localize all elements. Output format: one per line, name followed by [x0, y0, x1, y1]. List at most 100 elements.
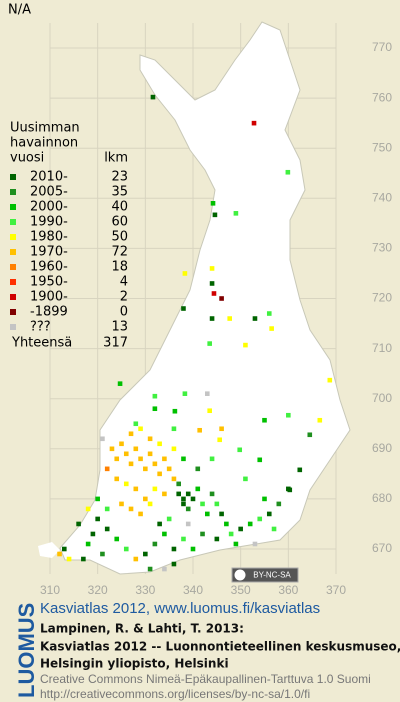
- y-tick-label: 750: [372, 140, 392, 154]
- observation: [128, 506, 134, 512]
- observation: [233, 211, 239, 216]
- observation: [128, 431, 134, 437]
- legend-label: 1950-: [30, 275, 68, 290]
- observation: [195, 466, 201, 472]
- observation: [209, 281, 215, 286]
- observation: [171, 476, 177, 482]
- observation: [171, 426, 177, 432]
- observation: [152, 406, 158, 412]
- observation: [166, 516, 172, 522]
- legend-label: 2010-: [30, 170, 68, 185]
- observation: [209, 316, 215, 321]
- observation: [266, 311, 272, 316]
- observation: [181, 536, 186, 542]
- x-tick-label: 320: [88, 583, 108, 597]
- observation: [181, 496, 186, 502]
- observation: [257, 457, 263, 463]
- observation: [104, 506, 110, 512]
- observation: [219, 426, 224, 432]
- legend-count: 60: [111, 215, 128, 230]
- observation: [152, 541, 158, 547]
- observation: [205, 511, 210, 517]
- x-tick-label: 340: [183, 583, 203, 597]
- observation: [114, 536, 120, 542]
- observation: [85, 541, 91, 547]
- observation: [252, 541, 258, 547]
- legend-label: 1970-: [30, 245, 68, 260]
- observation: [327, 377, 333, 383]
- observation: [162, 566, 167, 572]
- observation: [81, 556, 86, 562]
- y-tick-label: 770: [372, 40, 392, 54]
- observation: [133, 486, 139, 492]
- observation: [251, 120, 257, 126]
- observation: [276, 501, 282, 507]
- observation: [176, 491, 181, 497]
- legend-swatch: [10, 264, 16, 270]
- legend-swatch: [10, 324, 16, 330]
- observation: [214, 501, 220, 507]
- y-tick-label: 720: [372, 291, 392, 305]
- observation: [181, 501, 186, 507]
- legend-label: 2000-: [30, 200, 68, 215]
- observation: [162, 491, 167, 497]
- observation: [133, 446, 139, 452]
- y-tick-label: 680: [372, 491, 392, 505]
- observation: [181, 306, 186, 311]
- observation: [185, 521, 191, 527]
- observation: [209, 456, 215, 462]
- observation: [171, 546, 177, 552]
- legend-swatch: [10, 309, 16, 315]
- x-tick-label: 350: [231, 583, 251, 597]
- link[interactable]: Kasviatlas 2012, www.luomus.fi/kasviatla…: [40, 600, 320, 617]
- ticks: 310 320 330 340 350 360 3706706806907007107207…: [40, 40, 392, 597]
- legend-swatch: [10, 189, 16, 195]
- license: Creative Commons Nimeä-Epäkaupallinen-Ta…: [40, 672, 371, 686]
- x-tick-label: 370: [326, 583, 346, 597]
- legend-swatch: [10, 234, 16, 240]
- citation: Helsingin yliopisto, Helsinki: [40, 657, 229, 671]
- observation: [100, 436, 105, 442]
- legend-count: 0: [120, 305, 128, 320]
- x-tick-label: 330: [135, 583, 155, 597]
- observation: [297, 467, 303, 473]
- legend-label: 1990-: [30, 215, 68, 230]
- observation: [212, 212, 218, 218]
- observation: [143, 551, 148, 557]
- observation: [200, 531, 205, 537]
- y-tick-label: 730: [372, 241, 392, 255]
- observation: [123, 546, 129, 552]
- observation: [210, 201, 216, 206]
- license-url[interactable]: http://creativecommons.org/licenses/by-n…: [40, 687, 310, 701]
- observation: [114, 476, 120, 482]
- legend-count: 23: [111, 170, 128, 185]
- observation: [166, 466, 172, 472]
- legend-swatch: [10, 174, 16, 180]
- cc-badge: BY-NC-SA: [231, 567, 299, 583]
- legend-count: 72: [111, 245, 128, 260]
- observation: [228, 531, 234, 537]
- observation: [152, 486, 158, 492]
- observation: [181, 456, 186, 462]
- legend-swatch: [10, 219, 16, 225]
- legend-count: 13: [111, 320, 128, 335]
- legend-label: 2005-: [30, 185, 68, 200]
- observation: [147, 566, 153, 572]
- y-tick-label: 700: [372, 391, 392, 405]
- observation: [104, 526, 110, 532]
- observation: [214, 536, 220, 542]
- observation: [123, 451, 129, 457]
- observation: [182, 391, 188, 396]
- legend-label: ???: [30, 320, 51, 335]
- y-tick-label: 740: [372, 190, 392, 204]
- observation: [152, 393, 158, 399]
- observation: [157, 441, 162, 447]
- legend-swatch: [10, 249, 16, 255]
- observation: [219, 511, 224, 517]
- legend-label: -1899: [30, 305, 68, 320]
- cc-badge-text: BY-NC-SA: [253, 571, 291, 580]
- observation: [119, 501, 124, 507]
- legend-title: havainnon: [10, 136, 78, 151]
- observation: [209, 266, 215, 271]
